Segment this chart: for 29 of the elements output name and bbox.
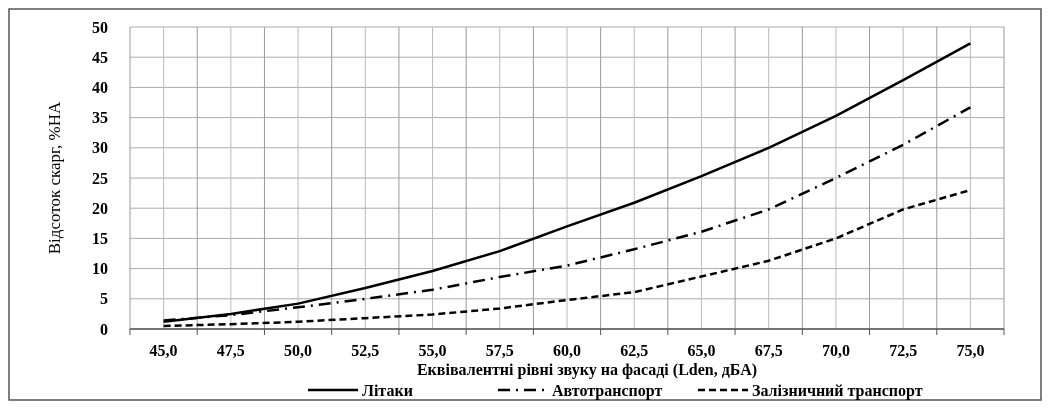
legend-label: Автотранспорт	[552, 381, 663, 400]
y-tick-label: 50	[92, 18, 108, 36]
y-tick-label: 30	[92, 139, 108, 157]
x-tick-label: 50,0	[284, 342, 313, 359]
x-tick-label: 72,5	[889, 342, 918, 359]
x-tick-label: 55,0	[418, 342, 447, 359]
x-tick-label: 75,0	[956, 342, 985, 359]
legend-label: Літаки	[362, 381, 413, 399]
x-tick-label: 47,5	[216, 342, 245, 359]
x-tick-label: 67,5	[754, 342, 783, 359]
y-tick-label: 40	[92, 79, 108, 96]
y-tick-label: 10	[92, 260, 108, 278]
x-tick-label: 45,0	[149, 342, 178, 359]
y-axis-title: Відсоток скарг, %НА	[45, 100, 64, 255]
y-tick-label: 45	[92, 48, 108, 66]
y-tick-label: 20	[92, 199, 108, 217]
y-tick-label: 5	[100, 290, 108, 308]
x-tick-label: 57,5	[485, 342, 514, 359]
legend-label: Залізничний транспорт	[752, 381, 923, 400]
y-tick-label: 25	[92, 169, 108, 187]
x-tick-label: 65,0	[687, 342, 716, 359]
y-tick-label: 0	[100, 320, 108, 338]
x-tick-label: 62,5	[620, 342, 649, 359]
x-tick-label: 52,5	[351, 342, 380, 359]
x-tick-label: 60,0	[553, 342, 581, 359]
y-tick-label: 35	[92, 109, 108, 127]
x-axis-title: Еквівалентні рівні звуку на фасаді (Lden, дБА)	[416, 361, 758, 379]
y-tick-label: 15	[92, 230, 108, 247]
x-tick-label: 70,0	[821, 342, 850, 359]
